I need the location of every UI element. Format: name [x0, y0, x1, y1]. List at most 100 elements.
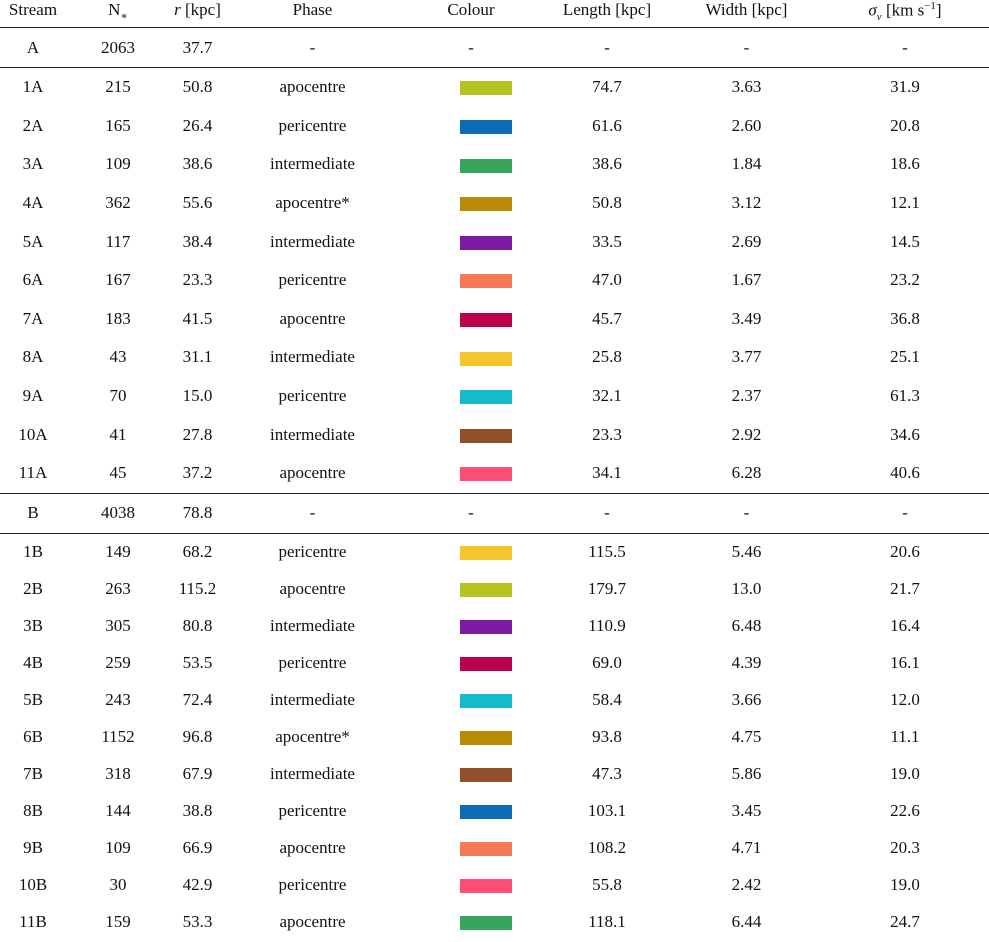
- cell: 50.8: [182, 77, 213, 97]
- header-row: Stream N∗ r [kpc] Phase Colour Length [kpc] Wi…: [0, 0, 989, 28]
- cell: 22.6: [890, 801, 920, 821]
- column-header: σv [km s−1]: [821, 0, 989, 28]
- cell: 33.5: [592, 231, 622, 251]
- cell: 103.1: [587, 801, 627, 821]
- summary-row: B 4038 78.8- - - - -: [0, 493, 989, 534]
- cell: 31.9: [890, 77, 920, 97]
- cell: 167: [105, 270, 131, 290]
- cell: 165: [105, 115, 131, 135]
- stream-row: 11A 45 37.2 apocentre 34.1 6.28 40.6: [0, 453, 989, 494]
- cell: 58.4: [592, 690, 622, 710]
- cell: 3A: [22, 154, 44, 174]
- colour-swatch: [460, 916, 512, 931]
- colour-swatch: [460, 312, 512, 327]
- cell: 15.0: [182, 386, 213, 406]
- cell: 20.8: [890, 115, 920, 135]
- cell: 6B: [23, 727, 43, 747]
- cell: 37.7: [170, 27, 225, 68]
- cell: pericentre: [278, 270, 347, 290]
- cell: 362: [105, 193, 131, 213]
- cell: 2063: [66, 27, 170, 68]
- cell: 45: [66, 453, 170, 494]
- colour-swatch: [460, 731, 512, 746]
- cell: pericentre: [278, 801, 347, 821]
- cell: 5A: [22, 231, 44, 251]
- colour-swatch: [460, 805, 512, 820]
- cell: 10B: [18, 875, 48, 895]
- cell: 110.9: [588, 616, 626, 636]
- cell: -: [542, 27, 672, 68]
- cell: 11B: [19, 912, 47, 932]
- cell: 4B: [23, 653, 43, 673]
- cell: 159: [105, 912, 131, 932]
- stream-row: 5B 243 72.4 intermediate 58.4 3.66 12.0: [0, 682, 989, 719]
- colour-swatch: [460, 768, 512, 783]
- colour-swatch: [460, 274, 512, 289]
- cell: 1B: [23, 542, 43, 562]
- header-text: Width [kpc]: [705, 0, 788, 19]
- cell: 31.1: [182, 347, 213, 367]
- header-text: σ: [868, 0, 877, 20]
- stream-row: 8A 43 31.1 intermediate 25.8 3.77 25.1: [0, 338, 989, 377]
- colour-cell: [400, 415, 542, 454]
- cell: -: [225, 27, 400, 68]
- cell: 3.66: [731, 690, 762, 710]
- cell: 78.8: [170, 493, 225, 534]
- stream-row: 3B 305 80.8 intermediate 110.9 6.48 16.4: [0, 608, 989, 645]
- cell: -: [672, 493, 821, 534]
- cell: 20.3: [890, 838, 920, 858]
- cell: apocentre: [279, 308, 346, 328]
- column-header: r [kpc]: [170, 0, 225, 28]
- cell: 2.37: [731, 386, 762, 406]
- stream-row: 6A 167 23.3 pericentre 47.0 1.67 23.2: [0, 261, 989, 300]
- cell: 53.5: [182, 653, 213, 673]
- cell: 5.46: [731, 542, 762, 562]
- colour-cell: [400, 107, 542, 146]
- cell: 243: [105, 690, 131, 710]
- colour-swatch: [460, 842, 512, 857]
- stream-row: 11B 159 53.3 apocentre 118.1 6.44 24.7: [0, 904, 989, 941]
- colour-cell: [400, 571, 542, 608]
- colour-swatch: [460, 81, 512, 96]
- cell: intermediate: [270, 764, 355, 784]
- cell: 9A: [22, 386, 44, 406]
- colour-cell: [400, 377, 542, 416]
- stream-row: 6B 1152 96.8 apocentre* 93.8 4.75 11.1: [0, 719, 989, 756]
- cell: 36.8: [890, 308, 920, 328]
- cell: 3.49: [731, 308, 762, 328]
- cell: 117: [105, 231, 131, 251]
- cell: 38.4: [182, 231, 213, 251]
- colour-cell: [400, 68, 542, 107]
- cell: 23.3: [182, 270, 213, 290]
- cell: pericentre: [278, 875, 347, 895]
- cell: 55.6: [182, 193, 213, 213]
- colour-cell: [400, 222, 542, 261]
- cell: 3.12: [731, 193, 762, 213]
- cell: 8A: [22, 347, 44, 367]
- colour-swatch: [460, 657, 512, 672]
- colour-swatch: [460, 235, 512, 250]
- header-text: Length [kpc]: [562, 0, 652, 19]
- cell: 26.4: [182, 115, 213, 135]
- cell: 2B: [23, 579, 43, 599]
- colour-cell: [400, 682, 542, 719]
- cell: 2.60: [731, 115, 762, 135]
- cell: 37.2: [170, 453, 225, 494]
- cell: 318: [105, 764, 131, 784]
- cell: 47.0: [592, 270, 622, 290]
- cell: 80.8: [182, 616, 213, 636]
- cell: 20.6: [890, 542, 920, 562]
- cell: 74.7: [592, 77, 622, 97]
- stream-row: 3A 109 38.6 intermediate 38.6 1.84 18.6: [0, 145, 989, 184]
- cell: 27.8: [182, 424, 213, 444]
- cell: 2.92: [731, 424, 762, 444]
- header-text: ∗: [120, 10, 128, 23]
- cell: 3.77: [731, 347, 762, 367]
- stream-row: 10A 41 27.8 intermediate 23.3 2.92 34.6: [0, 415, 989, 454]
- cell: 69.0: [592, 653, 622, 673]
- cell: intermediate: [270, 154, 355, 174]
- stream-row: 5A 117 38.4 intermediate 33.5 2.69 14.5: [0, 222, 989, 261]
- cell: 115.2: [178, 579, 217, 599]
- cell: -: [672, 27, 821, 68]
- cell: 8B: [23, 801, 43, 821]
